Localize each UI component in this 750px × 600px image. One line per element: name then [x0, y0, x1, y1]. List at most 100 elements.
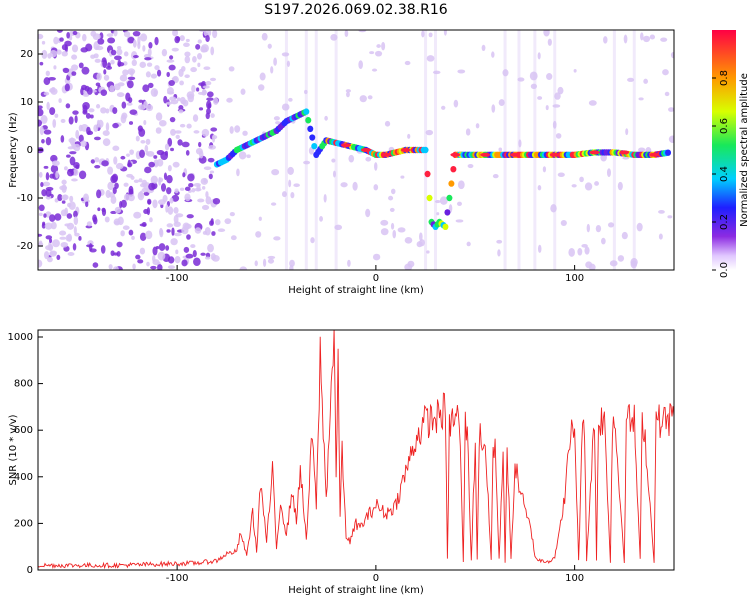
colorbar-tick-label: 0.4 — [719, 166, 730, 182]
spectrogram-speckle — [73, 226, 77, 235]
spectrogram-speckle — [662, 69, 669, 76]
snr-frame — [37, 329, 675, 571]
spectrogram-speckle — [72, 110, 79, 115]
spectrogram-speckle — [200, 46, 208, 53]
spectrogram-speckle — [167, 265, 175, 269]
spectrogram-speckle — [165, 204, 169, 213]
spectrogram-speckle — [108, 264, 113, 270]
spectrogram-speckle — [45, 136, 52, 146]
snr-plot-area — [38, 330, 674, 570]
spectrogram-speckle — [586, 223, 590, 233]
spectrogram-speckle — [179, 123, 186, 128]
spectrogram-speckle — [142, 45, 146, 52]
spectrogram-speckle — [58, 98, 62, 103]
spectrogram-speckle — [179, 187, 185, 191]
spectrogram-speckle — [174, 255, 181, 264]
spectrogram-speckle — [88, 108, 95, 113]
spectrogram-speckle — [202, 85, 210, 89]
spectrogram-speckle — [373, 184, 379, 191]
spectrogram-speckle — [188, 182, 194, 188]
spectrogram-speckle — [185, 38, 190, 42]
spectrogram-speckle — [120, 230, 125, 237]
spectrogram-speckle — [198, 107, 204, 111]
spectrogram-speckle — [432, 70, 441, 75]
spectrogram-speckle — [153, 155, 158, 159]
spectrogram-speckle — [649, 34, 656, 40]
spectrogram-peak — [589, 150, 600, 155]
spectrogram-speckle — [89, 248, 97, 253]
spectrogram-speckle — [38, 212, 43, 217]
colorbar-gradient — [712, 30, 736, 270]
spectrogram-speckle — [139, 61, 147, 68]
spectrogram-speckle — [230, 235, 237, 241]
spectrogram-speckle — [529, 71, 538, 81]
spectrogram-speckle — [49, 107, 56, 116]
spectrogram-speckle — [105, 108, 110, 114]
spectrogram-speckle — [144, 166, 152, 174]
spectrogram-peak — [400, 148, 411, 152]
spectrogram-speckle — [107, 181, 114, 191]
spectrogram-speckle — [90, 30, 97, 37]
spectrogram-speckle — [112, 186, 117, 195]
spectrogram-speckle — [117, 82, 125, 87]
spectrogram-speckle — [60, 118, 66, 124]
spectrogram-speckle — [38, 119, 43, 127]
spectrogram-speckle — [196, 87, 200, 92]
spectrogram-speckle — [100, 245, 106, 254]
spectrogram-speckle — [126, 102, 133, 106]
spectrogram-speckle — [50, 221, 57, 230]
spectrogram-speckle — [131, 235, 135, 240]
spectrogram-speckle — [106, 33, 114, 37]
spectrogram-speckle — [543, 30, 550, 37]
spectrogram-speckle — [557, 172, 565, 177]
spectrogram-speckle — [176, 36, 181, 42]
spectrogram-speckle — [236, 168, 240, 177]
spectrogram-speckle — [166, 71, 170, 78]
spectrogram-speckle — [609, 260, 618, 267]
spectrogram-speckle — [184, 186, 191, 191]
spectrogram-speckle — [287, 166, 294, 175]
spectrogram-speckle — [638, 97, 644, 101]
spectrogram-speckle — [122, 225, 130, 230]
spectrogram-speckle — [203, 166, 212, 171]
spectrogram-speckle — [50, 154, 58, 162]
spectrogram-speckle — [190, 66, 197, 73]
spectrogram-speckle — [331, 158, 336, 163]
spectrogram-speckle — [257, 84, 265, 91]
spectrogram-ridge-blob — [303, 108, 310, 115]
spectrogram-speckle — [141, 179, 148, 186]
spectrogram-speckle — [201, 204, 210, 211]
spectrogram-speckle — [143, 191, 150, 196]
spectrogram-speckle — [133, 179, 140, 183]
spectrogram-speckle — [165, 245, 170, 251]
spectrogram-speckle — [173, 232, 182, 237]
spectrogram-speckle — [133, 211, 142, 219]
spectrogram-speckle — [139, 149, 145, 158]
spectrogram-speckle — [457, 69, 466, 74]
spectrogram-speckle — [45, 172, 50, 181]
spectrogram-speckle — [617, 181, 623, 191]
spectrogram-speckle — [166, 223, 174, 228]
spectrogram-speckle — [273, 236, 281, 241]
spectrogram-speckle — [630, 258, 638, 267]
spectrogram-speckle — [61, 184, 67, 193]
spectrogram-speckle — [94, 164, 101, 169]
spectrogram-speckle — [238, 151, 247, 160]
spectrogram-speckle — [132, 30, 141, 37]
spectrogram-speckle — [154, 36, 159, 46]
spectrogram-speckle — [182, 172, 186, 178]
spectrogram-speckle — [192, 249, 197, 258]
spectrogram-speckle — [83, 193, 90, 202]
spectrogram-speckle — [209, 77, 217, 82]
spectrogram-speckle — [100, 107, 107, 114]
spectrogram-speckle — [537, 244, 542, 253]
spectrogram-speckle — [41, 138, 45, 144]
spectrogram-ridge-blob — [422, 146, 429, 154]
spectrogram-speckle — [552, 104, 561, 108]
spectrogram-speckle — [517, 77, 525, 82]
spectrogram-speckle — [206, 97, 214, 101]
spectrogram-speckle — [75, 129, 80, 139]
spectrogram-speckle — [426, 250, 430, 254]
spectrogram-speckle — [95, 104, 101, 109]
spectrogram-speckle — [85, 112, 91, 119]
